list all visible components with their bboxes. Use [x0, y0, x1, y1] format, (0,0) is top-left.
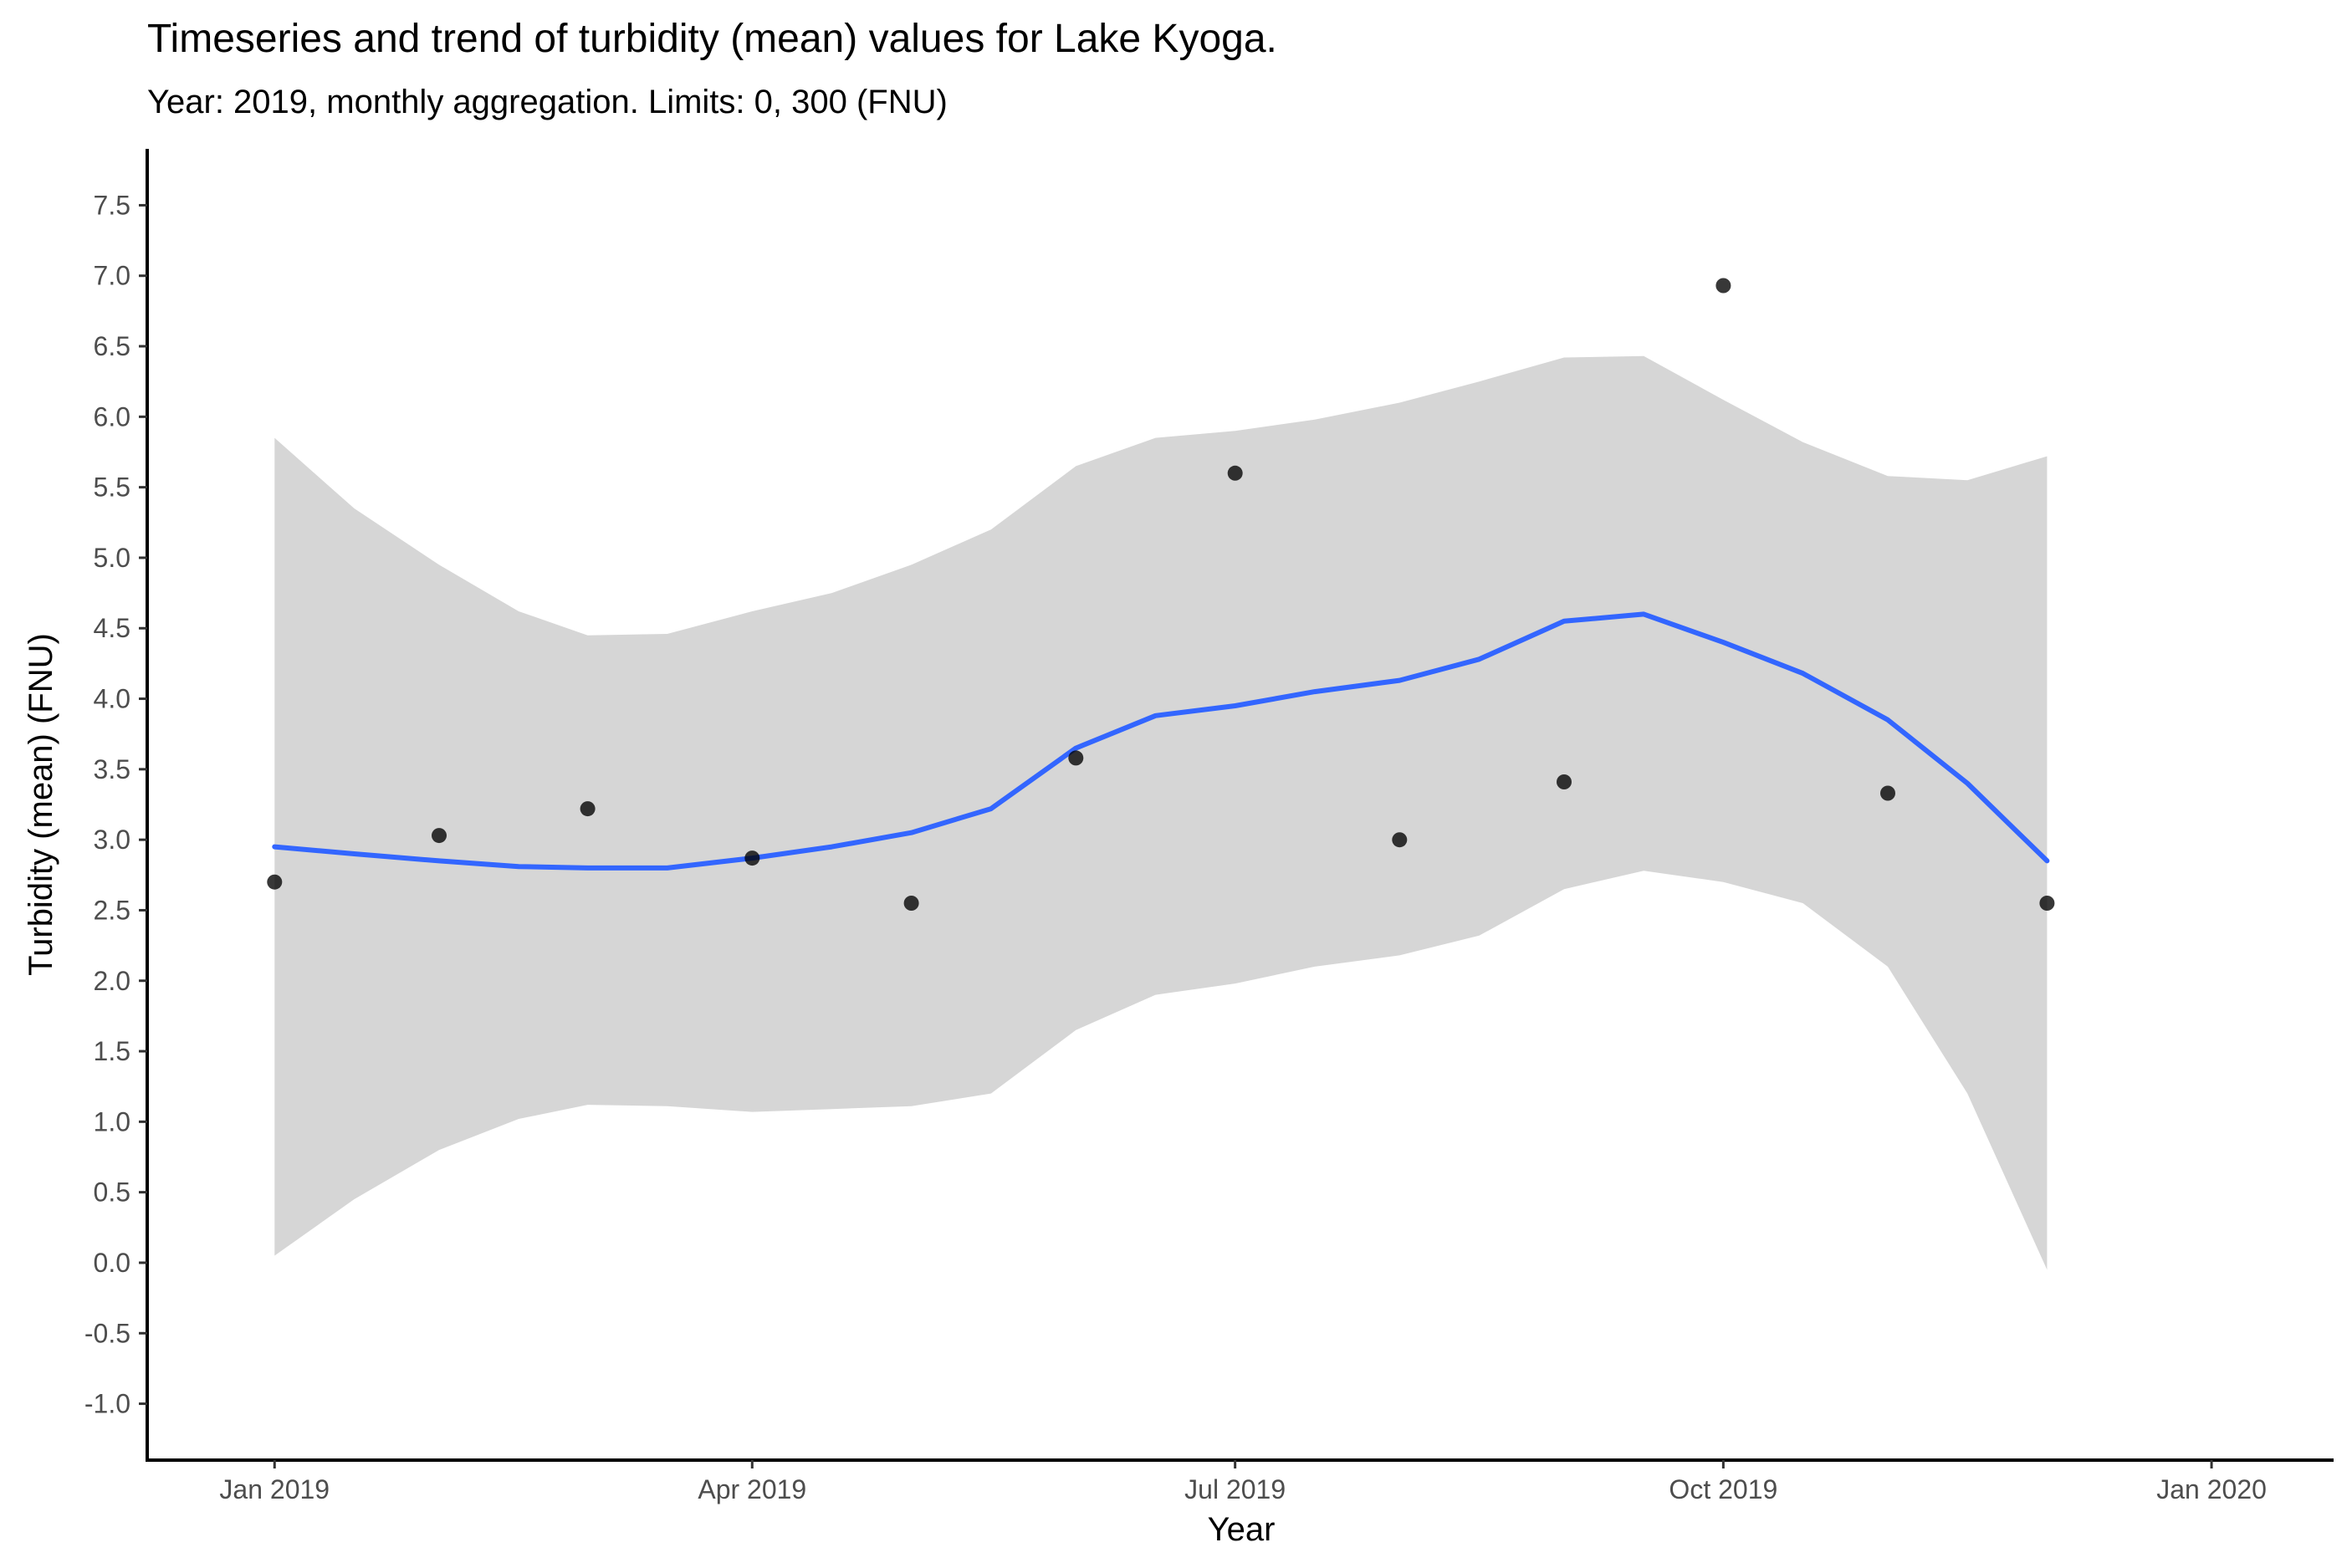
y-tick-label: -0.5	[84, 1318, 130, 1348]
y-tick-label: 3.0	[94, 825, 130, 855]
y-axis-title: Turbidity (mean) (FNU)	[23, 633, 59, 976]
trend-line	[272, 611, 2050, 871]
confidence-band	[274, 355, 2048, 1270]
data-point	[432, 828, 447, 844]
data-point	[1392, 832, 1408, 848]
data-point	[1068, 750, 1084, 766]
y-tick-label: 5.5	[94, 472, 130, 503]
x-axis-title: Year	[1208, 1511, 1276, 1548]
y-tick-label: 2.5	[94, 895, 130, 925]
y-tick-label: 6.5	[94, 331, 130, 361]
y-tick-label: 1.0	[94, 1106, 130, 1136]
x-axis-ticks: Jan 2019 Apr 2019 Jul 2019 Oct 2019 Jan 2020	[219, 1460, 2267, 1504]
data-point	[1557, 774, 1572, 789]
data-points	[267, 278, 2055, 911]
x-tick-label: Jan 2020	[2156, 1474, 2267, 1504]
y-tick-label: 0.0	[94, 1248, 130, 1278]
y-axis-ticks: -1.0 -0.5 0.0 0.5 1.0 1.5 2.0 2.5 3.0 3.5 4.0 4.5 5.…	[84, 190, 147, 1419]
data-point	[1227, 465, 1243, 481]
chart-title: Timeseries and trend of turbidity (mean)…	[147, 17, 1277, 61]
y-tick-label: 6.0	[94, 401, 130, 432]
y-tick-label: 1.5	[94, 1036, 130, 1066]
data-point	[744, 850, 760, 866]
y-tick-label: 4.0	[94, 684, 130, 714]
data-point	[580, 801, 596, 817]
data-point	[903, 896, 919, 911]
data-point	[267, 874, 283, 890]
x-tick-label: Apr 2019	[698, 1474, 806, 1504]
x-tick-label: Oct 2019	[1669, 1474, 1777, 1504]
y-tick-label: 7.5	[94, 190, 130, 220]
plot-area	[267, 278, 2055, 1270]
y-tick-label: 0.5	[94, 1177, 130, 1208]
data-point	[2039, 896, 2055, 911]
x-tick-label: Jan 2019	[219, 1474, 330, 1504]
x-tick-label: Jul 2019	[1184, 1474, 1286, 1504]
y-tick-label: -1.0	[84, 1389, 130, 1419]
y-tick-label: 3.5	[94, 754, 130, 784]
y-tick-label: 7.0	[94, 261, 130, 291]
y-tick-label: 2.0	[94, 966, 130, 996]
data-point	[1715, 278, 1731, 294]
data-point	[1880, 785, 1895, 801]
y-tick-label: 4.5	[94, 613, 130, 643]
y-tick-label: 5.0	[94, 543, 130, 573]
chart-subtitle: Year: 2019, monthly aggregation. Limits:…	[147, 84, 948, 120]
